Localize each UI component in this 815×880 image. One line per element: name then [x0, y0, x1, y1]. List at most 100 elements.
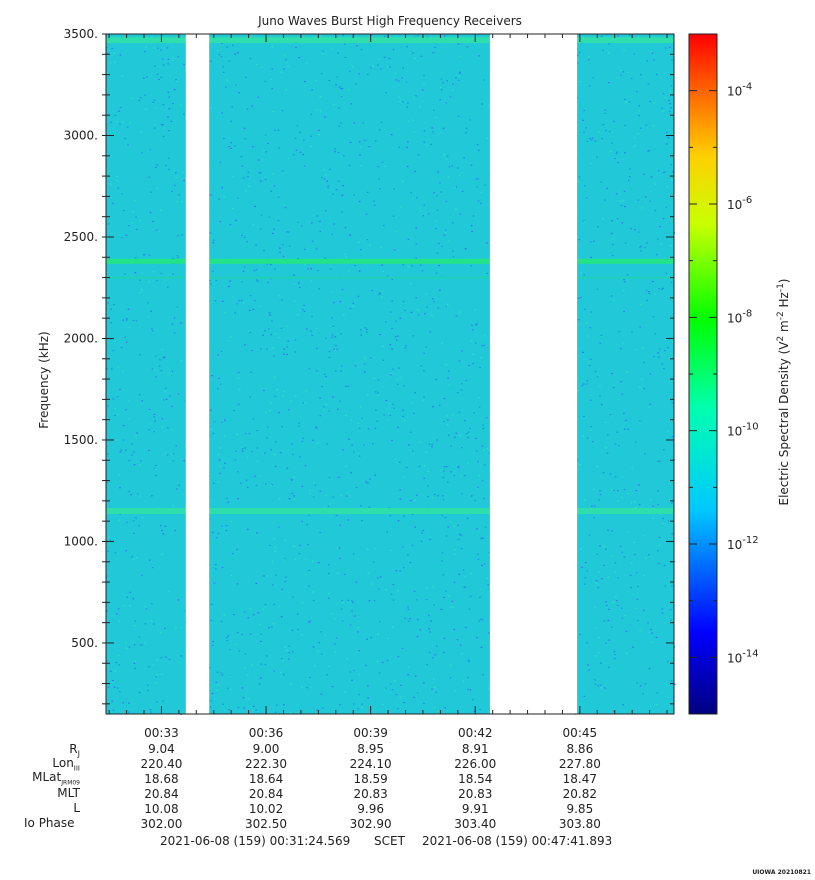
noise-speck	[582, 435, 584, 437]
noise-speck	[229, 649, 231, 651]
noise-speck	[364, 358, 366, 360]
noise-speck	[398, 146, 400, 148]
noise-speck	[212, 640, 214, 643]
ephemeris-value: 18.47	[562, 772, 598, 786]
noise-speck	[178, 484, 181, 486]
noise-speck	[297, 314, 299, 316]
noise-speck	[269, 314, 271, 316]
ephemeris-value: 224.10	[349, 757, 392, 771]
noise-speck	[118, 474, 120, 476]
noise-speck	[647, 622, 649, 624]
noise-speck	[444, 232, 446, 234]
emission-band-1	[106, 276, 674, 279]
noise-speck	[337, 408, 339, 410]
noise-speck	[130, 494, 132, 496]
noise-speck	[277, 219, 280, 222]
noise-speck	[639, 303, 642, 305]
noise-speck	[423, 75, 425, 77]
noise-speck	[452, 414, 454, 416]
noise-speck	[294, 339, 297, 341]
noise-speck	[288, 498, 291, 500]
noise-speck	[352, 703, 355, 705]
noise-speck	[230, 142, 232, 144]
noise-speck	[154, 355, 157, 357]
ephemeris-value: 20.84	[144, 787, 179, 801]
noise-speck	[370, 34, 373, 36]
noise-speck	[319, 220, 321, 222]
noise-speck	[404, 617, 406, 619]
noise-speck	[135, 216, 137, 218]
noise-speck	[270, 190, 273, 192]
noise-speck	[617, 490, 619, 492]
noise-speck	[314, 484, 317, 486]
noise-speck	[294, 395, 297, 397]
noise-speck	[228, 146, 230, 148]
noise-speck	[586, 437, 589, 439]
noise-speck	[229, 280, 231, 282]
noise-speck	[646, 242, 648, 244]
noise-speck	[177, 599, 180, 601]
noise-speck	[407, 554, 409, 556]
noise-speck	[168, 590, 171, 592]
noise-speck	[173, 88, 176, 91]
noise-speck	[252, 418, 255, 420]
noise-speck	[378, 58, 380, 60]
noise-speck	[128, 711, 130, 713]
noise-speck	[464, 576, 467, 578]
noise-speck	[124, 137, 126, 140]
noise-speck	[355, 486, 358, 489]
noise-speck	[608, 608, 610, 610]
noise-speck	[212, 242, 215, 244]
noise-speck	[431, 446, 433, 448]
noise-speck	[254, 299, 256, 302]
noise-speck	[237, 403, 240, 405]
noise-speck	[304, 80, 306, 83]
noise-speck	[340, 370, 342, 372]
noise-speck	[271, 626, 273, 628]
noise-speck	[264, 80, 267, 82]
noise-speck	[617, 577, 619, 579]
noise-speck	[623, 49, 625, 51]
noise-speck	[377, 64, 379, 66]
noise-speck	[281, 588, 284, 591]
noise-speck	[112, 398, 114, 400]
noise-speck	[150, 191, 152, 193]
noise-speck	[128, 400, 130, 402]
noise-speck	[583, 499, 586, 501]
noise-speck	[479, 618, 482, 621]
noise-speck	[155, 107, 157, 109]
noise-speck	[238, 389, 241, 391]
noise-speck	[338, 107, 340, 109]
noise-speck	[586, 383, 588, 385]
noise-speck	[673, 560, 676, 563]
noise-speck	[111, 47, 113, 49]
noise-speck	[465, 379, 468, 381]
noise-speck	[319, 397, 321, 399]
noise-speck	[305, 390, 308, 392]
noise-speck	[593, 517, 595, 519]
noise-speck	[594, 679, 596, 681]
noise-speck	[291, 596, 294, 598]
noise-speck	[328, 572, 330, 575]
noise-speck	[653, 356, 655, 358]
noise-speck	[151, 328, 153, 330]
noise-speck	[647, 83, 650, 85]
noise-speck	[486, 242, 488, 244]
noise-speck	[606, 434, 609, 436]
noise-speck	[220, 350, 223, 352]
noise-speck	[324, 373, 326, 375]
noise-speck	[469, 689, 472, 691]
noise-speck	[383, 56, 386, 58]
noise-speck	[429, 331, 432, 333]
noise-speck	[351, 601, 354, 603]
noise-speck	[402, 409, 404, 411]
noise-speck	[611, 254, 614, 257]
noise-speck	[473, 710, 476, 713]
noise-speck	[423, 465, 426, 467]
noise-speck	[165, 398, 168, 400]
noise-speck	[599, 385, 601, 387]
noise-speck	[454, 549, 456, 551]
noise-speck	[314, 665, 316, 667]
noise-speck	[181, 234, 183, 236]
noise-speck	[162, 124, 164, 126]
